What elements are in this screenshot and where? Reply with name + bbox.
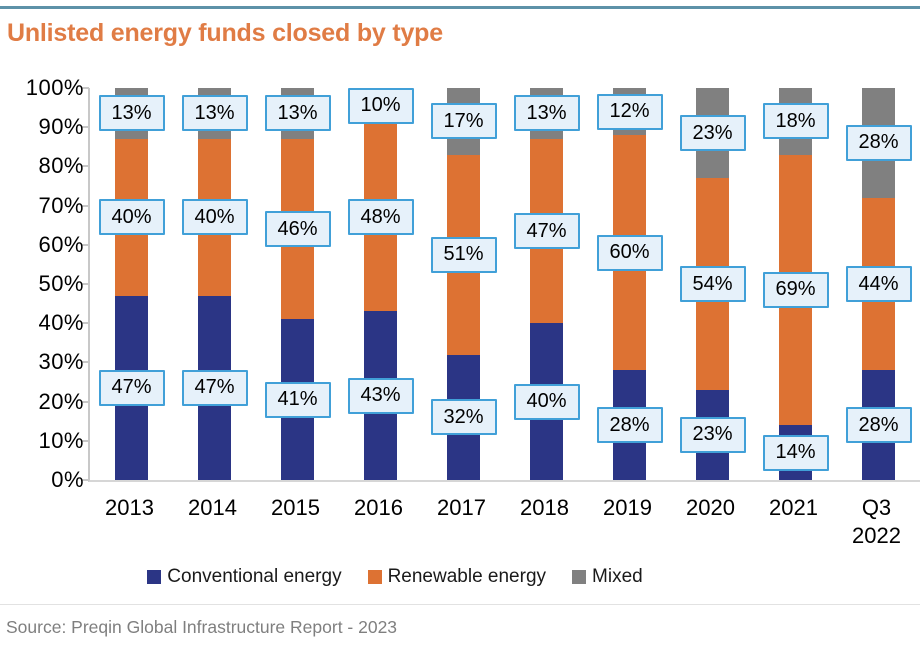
data-label-2018-mixed: 13% bbox=[513, 95, 580, 132]
data-label-2021-conventional-energy: 14% bbox=[762, 434, 829, 471]
legend-item-renewable-energy: Renewable energy bbox=[367, 566, 547, 588]
y-axis-tick-mark bbox=[81, 165, 89, 168]
data-label-2017-renewable-energy: 51% bbox=[430, 236, 497, 273]
y-axis-tick-label: 90% bbox=[38, 114, 84, 140]
data-label-2020-mixed: 23% bbox=[679, 115, 746, 152]
y-axis-tick-mark bbox=[81, 361, 89, 364]
x-axis-label-2019: 2019 bbox=[603, 495, 652, 520]
y-axis-tick-label: 100% bbox=[25, 75, 84, 100]
y-axis-tick-label: 20% bbox=[38, 388, 84, 414]
legend-label: Conventional energy bbox=[167, 566, 342, 587]
legend-swatch-renewable-energy bbox=[367, 570, 382, 584]
data-label-2020-renewable-energy: 54% bbox=[679, 266, 746, 302]
data-label-2018-conventional-energy: 40% bbox=[513, 383, 580, 420]
data-label-2014-renewable-energy: 40% bbox=[181, 199, 248, 236]
data-label-q3-2022-renewable-energy: 44% bbox=[845, 266, 912, 302]
data-label-2021-mixed: 18% bbox=[762, 103, 829, 140]
top-divider-rule bbox=[0, 6, 920, 9]
bottom-divider-rule bbox=[0, 604, 920, 605]
y-axis-tick-label: 40% bbox=[38, 310, 84, 336]
y-axis-tick-mark bbox=[81, 400, 89, 403]
data-label-q3-2022-mixed: 28% bbox=[845, 124, 912, 161]
data-label-2016-mixed: 10% bbox=[347, 87, 414, 124]
data-label-2019-renewable-energy: 60% bbox=[596, 234, 663, 271]
data-label-2016-conventional-energy: 43% bbox=[347, 377, 414, 414]
legend-swatch-mixed bbox=[572, 570, 587, 584]
legend-label: Renewable energy bbox=[387, 566, 547, 587]
x-axis-label-2021: 2021 bbox=[769, 495, 818, 520]
y-axis-tick-label: 60% bbox=[38, 231, 84, 257]
y-axis-tick-label: 30% bbox=[38, 349, 84, 375]
y-axis-tick-mark bbox=[81, 204, 89, 207]
data-label-2014-mixed: 13% bbox=[181, 95, 248, 132]
data-label-2019-mixed: 12% bbox=[596, 93, 663, 130]
y-axis-tick-mark bbox=[81, 87, 89, 89]
x-axis-label-2016: 2016 bbox=[354, 495, 403, 520]
x-axis-label-2017: 2017 bbox=[437, 495, 486, 520]
chart-legend: Conventional energy Renewable energy Mixed bbox=[0, 563, 790, 591]
y-axis-tick-label: 50% bbox=[38, 271, 84, 296]
x-axis-label-2013: 2013 bbox=[105, 495, 154, 520]
data-label-2013-conventional-energy: 47% bbox=[98, 369, 165, 406]
data-label-2015-mixed: 13% bbox=[264, 95, 331, 132]
x-axis-label-q3-2022: Q3 2022 bbox=[852, 495, 901, 548]
legend-swatch-conventional-energy bbox=[147, 570, 162, 584]
y-axis-tick-mark bbox=[81, 479, 89, 481]
legend-item-mixed: Mixed bbox=[572, 566, 643, 588]
data-label-2020-conventional-energy: 23% bbox=[679, 416, 746, 453]
data-label-2014-conventional-energy: 47% bbox=[181, 369, 248, 406]
legend-item-conventional-energy: Conventional energy bbox=[147, 566, 342, 588]
y-axis-tick-mark bbox=[81, 322, 89, 325]
x-axis-label-2020: 2020 bbox=[686, 495, 735, 520]
x-axis-label-2014: 2014 bbox=[188, 495, 237, 520]
data-label-2015-renewable-energy: 46% bbox=[264, 211, 331, 248]
y-axis-tick-mark bbox=[81, 243, 89, 246]
y-axis-tick-label: 10% bbox=[38, 427, 84, 453]
y-axis-tick-mark bbox=[81, 126, 89, 129]
y-axis-tick-label: 80% bbox=[38, 153, 84, 179]
x-axis-label-2018: 2018 bbox=[520, 495, 569, 520]
data-label-2016-renewable-energy: 48% bbox=[347, 199, 414, 236]
chart-title: Unlisted energy funds closed by type bbox=[7, 19, 443, 47]
data-label-2017-conventional-energy: 32% bbox=[430, 399, 497, 436]
y-axis-tick-label: 0% bbox=[51, 467, 84, 492]
plot-area: 47% 40% 13% 47% 40% 13% 41% 46% 13% 43% 48% 10% 32% 5… bbox=[81, 87, 920, 482]
data-label-2013-mixed: 13% bbox=[98, 95, 165, 132]
data-label-2019-conventional-energy: 28% bbox=[596, 407, 663, 444]
y-axis-tick-label: 70% bbox=[38, 192, 84, 218]
x-axis-label-2015: 2015 bbox=[271, 495, 320, 520]
y-axis-tick-mark bbox=[81, 283, 89, 285]
data-label-2013-renewable-energy: 40% bbox=[98, 199, 165, 236]
source-note: Source: Preqin Global Infrastructure Rep… bbox=[6, 617, 398, 637]
data-label-2017-mixed: 17% bbox=[430, 103, 497, 140]
data-label-2015-conventional-energy: 41% bbox=[264, 381, 331, 418]
data-label-2021-renewable-energy: 69% bbox=[762, 271, 829, 308]
y-axis-tick-mark bbox=[81, 439, 89, 442]
legend-label: Mixed bbox=[592, 566, 643, 587]
data-label-2018-renewable-energy: 47% bbox=[513, 213, 580, 250]
data-label-q3-2022-conventional-energy: 28% bbox=[845, 407, 912, 444]
